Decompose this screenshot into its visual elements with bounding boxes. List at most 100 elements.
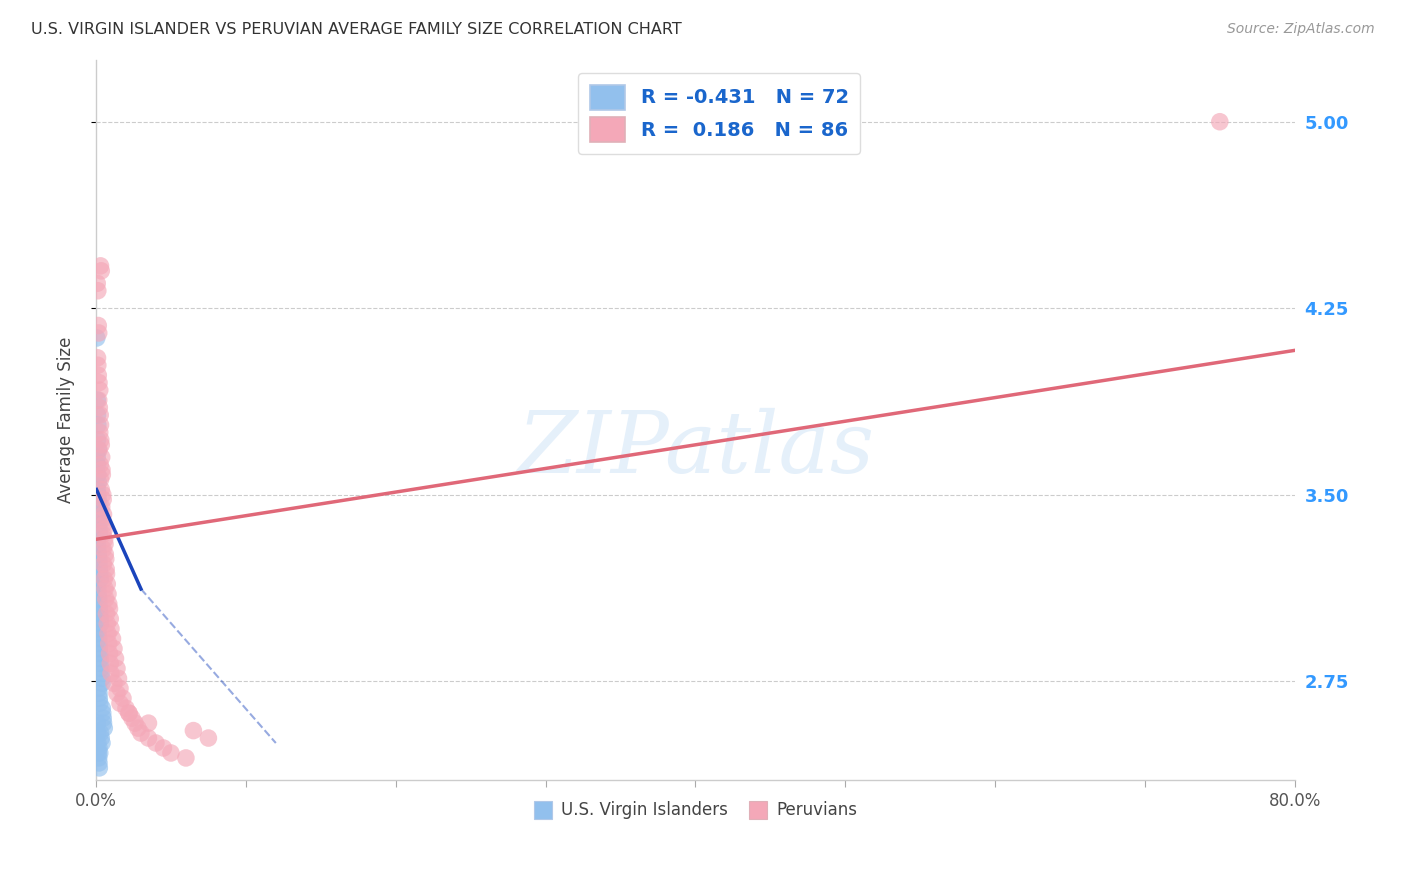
Point	[87, 522, 110, 536]
Point	[89, 641, 111, 656]
Point	[89, 726, 111, 740]
Point	[87, 632, 110, 646]
Point	[97, 587, 120, 601]
Point	[96, 607, 118, 621]
Point	[86, 433, 108, 447]
Point	[87, 502, 110, 516]
Point	[89, 616, 111, 631]
Point	[91, 676, 114, 690]
Point	[87, 442, 110, 457]
Legend: U.S. Virgin Islanders, Peruvians: U.S. Virgin Islanders, Peruvians	[526, 795, 865, 826]
Point	[160, 746, 183, 760]
Point	[93, 716, 115, 731]
Point	[111, 691, 134, 706]
Point	[87, 376, 110, 390]
Point	[87, 637, 110, 651]
Point	[87, 517, 110, 532]
Point	[89, 691, 111, 706]
Point	[89, 401, 111, 415]
Point	[89, 259, 111, 273]
Point	[129, 726, 152, 740]
Point	[97, 597, 120, 611]
Point	[118, 706, 141, 721]
Point	[89, 527, 111, 541]
Point	[87, 475, 110, 489]
Point	[86, 726, 108, 740]
Point	[94, 547, 117, 561]
Point	[97, 637, 120, 651]
Point	[93, 557, 115, 571]
Point	[145, 736, 167, 750]
Point	[89, 651, 111, 665]
Point	[91, 512, 114, 526]
Point	[87, 487, 110, 501]
Point	[86, 533, 108, 547]
Point	[89, 607, 111, 621]
Point	[87, 741, 110, 756]
Point	[87, 393, 110, 408]
Point	[87, 751, 110, 765]
Point	[105, 686, 128, 700]
Point	[87, 587, 110, 601]
Point	[87, 284, 110, 298]
Point	[87, 557, 110, 571]
Point	[87, 542, 110, 557]
Point	[93, 533, 115, 547]
Point	[86, 408, 108, 422]
Point	[87, 756, 110, 770]
Text: U.S. VIRGIN ISLANDER VS PERUVIAN AVERAGE FAMILY SIZE CORRELATION CHART: U.S. VIRGIN ISLANDER VS PERUVIAN AVERAGE…	[31, 22, 682, 37]
Point	[93, 522, 115, 536]
Point	[183, 723, 205, 738]
Point	[89, 602, 111, 616]
Point	[98, 657, 121, 671]
Point	[90, 731, 112, 745]
Point	[100, 666, 122, 681]
Point	[138, 716, 160, 731]
Point	[91, 463, 114, 477]
Point	[89, 408, 111, 422]
Point	[105, 661, 128, 675]
Point	[94, 582, 117, 596]
Point	[97, 626, 120, 640]
Point	[94, 537, 117, 551]
Point	[87, 417, 110, 432]
Point	[87, 597, 110, 611]
Point	[98, 602, 121, 616]
Point	[101, 632, 124, 646]
Point	[87, 626, 110, 640]
Point	[87, 512, 110, 526]
Point	[124, 716, 146, 731]
Point	[89, 761, 111, 775]
Point	[138, 731, 160, 745]
Point	[94, 552, 117, 566]
Point	[94, 591, 117, 606]
Point	[93, 508, 115, 522]
Point	[87, 442, 110, 457]
Point	[87, 467, 110, 482]
Point	[127, 721, 149, 735]
Point	[87, 498, 110, 512]
Point	[87, 591, 110, 606]
Point	[87, 359, 110, 373]
Point	[87, 736, 110, 750]
Point	[87, 368, 110, 383]
Point	[174, 751, 197, 765]
Point	[103, 641, 125, 656]
Point	[87, 552, 110, 566]
Point	[90, 666, 112, 681]
Point	[89, 657, 111, 671]
Point	[152, 741, 174, 756]
Point	[90, 433, 112, 447]
Point	[98, 612, 121, 626]
Point	[93, 517, 115, 532]
Point	[96, 577, 118, 591]
Point	[93, 721, 115, 735]
Point	[90, 661, 112, 675]
Point	[91, 492, 114, 507]
Point	[1209, 114, 1232, 128]
Point	[89, 572, 111, 586]
Point	[86, 393, 108, 408]
Point	[89, 746, 111, 760]
Point	[91, 487, 114, 501]
Point	[121, 711, 143, 725]
